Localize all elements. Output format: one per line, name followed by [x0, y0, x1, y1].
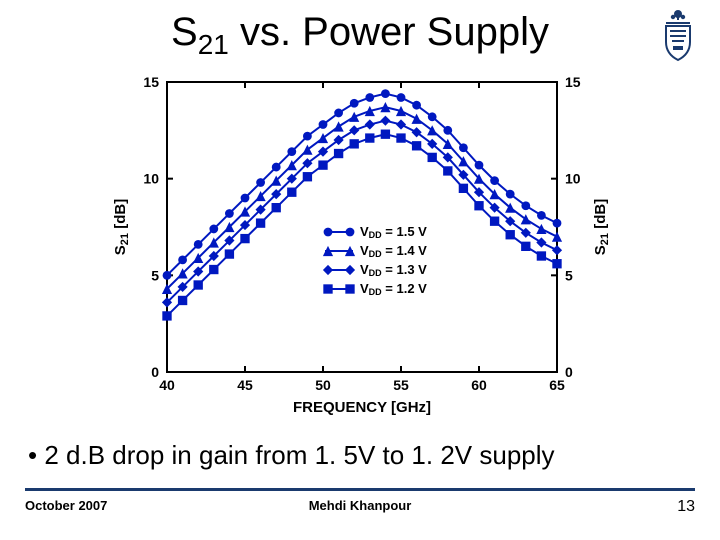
- svg-text:10: 10: [565, 171, 581, 187]
- svg-text:15: 15: [565, 74, 581, 90]
- footer: October 2007 Mehdi Khanpour 13: [25, 488, 695, 522]
- footer-author: Mehdi Khanpour: [25, 498, 695, 513]
- svg-text:0: 0: [565, 364, 573, 380]
- svg-text:0: 0: [151, 364, 159, 380]
- svg-text:15: 15: [143, 74, 159, 90]
- svg-text:50: 50: [315, 377, 331, 393]
- svg-text:40: 40: [159, 377, 175, 393]
- svg-text:65: 65: [549, 377, 565, 393]
- svg-text:5: 5: [151, 267, 159, 283]
- slide-title: S21 vs. Power Supply: [0, 10, 720, 61]
- slide: S21 vs. Power Supply 4045505560650055101…: [0, 0, 720, 540]
- svg-text:VDD = 1.2 V: VDD = 1.2 V: [360, 281, 427, 297]
- svg-text:VDD = 1.3 V: VDD = 1.3 V: [360, 262, 427, 278]
- bullet-point: • 2 d.B drop in gain from 1. 5V to 1. 2V…: [28, 440, 555, 471]
- svg-text:S21 [dB]: S21 [dB]: [592, 199, 611, 255]
- svg-text:60: 60: [471, 377, 487, 393]
- svg-text:5: 5: [565, 267, 573, 283]
- s21-chart: 404550556065005510101515FREQUENCY [GHz]S…: [105, 72, 615, 422]
- crest-logo: [658, 8, 698, 62]
- footer-page: 13: [677, 498, 695, 516]
- svg-text:VDD = 1.4 V: VDD = 1.4 V: [360, 243, 427, 259]
- svg-text:55: 55: [393, 377, 409, 393]
- svg-text:S21 [dB]: S21 [dB]: [112, 199, 131, 255]
- svg-text:45: 45: [237, 377, 253, 393]
- svg-text:10: 10: [143, 171, 159, 187]
- svg-text:FREQUENCY [GHz]: FREQUENCY [GHz]: [293, 399, 431, 416]
- svg-text:VDD = 1.5 V: VDD = 1.5 V: [360, 224, 427, 240]
- footer-rule: [25, 488, 695, 491]
